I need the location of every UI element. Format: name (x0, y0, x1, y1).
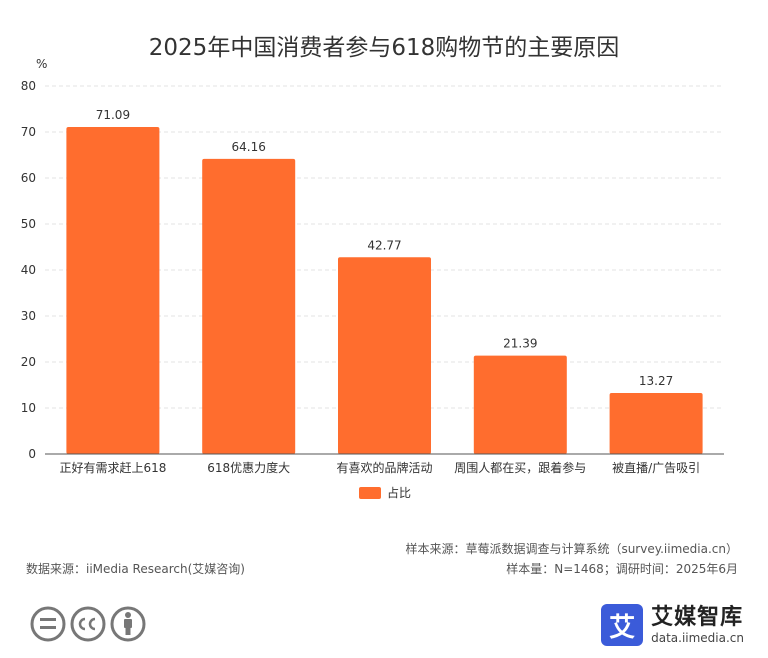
category-label: 被直播/广告吸引 (612, 461, 700, 475)
brand-name: 艾媒智库 (651, 605, 744, 630)
bar (202, 158, 296, 454)
bar (609, 392, 703, 454)
sample-source: 样本来源：草莓派数据调查与计算系统（survey.iimedia.cn） (405, 542, 738, 556)
category-label: 618优惠力度大 (207, 460, 290, 475)
y-tick-label: 70 (21, 125, 36, 139)
brand-url: data.iimedia.cn (651, 631, 744, 645)
brand-logo: 艾 艾媒智库 data.iimedia.cn (601, 604, 744, 646)
bar-value-label: 42.77 (367, 238, 401, 252)
bar-chart: % 0 10 20 30 40 50 60 70 80 71.09 64.16 42.77 21.39… (21, 57, 724, 500)
bar-value-label: 64.16 (232, 140, 266, 154)
y-axis-unit: % (36, 57, 47, 71)
bar-value-label: 13.27 (639, 374, 673, 388)
person-icon (110, 606, 146, 642)
category-label: 正好有需求赶上618 (59, 461, 166, 475)
y-tick-label: 40 (21, 263, 36, 277)
legend-label: 占比 (387, 485, 411, 500)
cc-license-badges (30, 606, 146, 642)
bar-value-label: 71.09 (96, 108, 130, 122)
y-tick-label: 0 (28, 447, 36, 461)
chart-title: 2025年中国消费者参与618购物节的主要原因 (148, 35, 620, 61)
y-tick-label: 80 (21, 79, 36, 93)
bar (473, 355, 567, 454)
bar (66, 126, 160, 455)
y-tick-label: 10 (21, 401, 36, 415)
y-tick-label: 30 (21, 309, 36, 323)
brand-mark: 艾 (601, 604, 644, 646)
y-tick-label: 50 (21, 217, 36, 231)
data-source: 数据来源：iiMedia Research(艾媒咨询) (26, 562, 245, 576)
cc-icon (70, 606, 106, 642)
legend: 占比 (359, 485, 411, 500)
y-tick-label: 20 (21, 355, 36, 369)
category-label: 有喜欢的品牌活动 (336, 460, 432, 475)
legend-swatch (359, 487, 381, 499)
bar (338, 257, 431, 454)
y-tick-label: 60 (21, 171, 36, 185)
bar-value-label: 21.39 (503, 337, 537, 351)
category-label: 周围人都在买，跟着参与 (454, 460, 586, 475)
equals-icon (30, 606, 66, 642)
sample-info: 样本量：N=1468；调研时间：2025年6月 (506, 562, 738, 576)
